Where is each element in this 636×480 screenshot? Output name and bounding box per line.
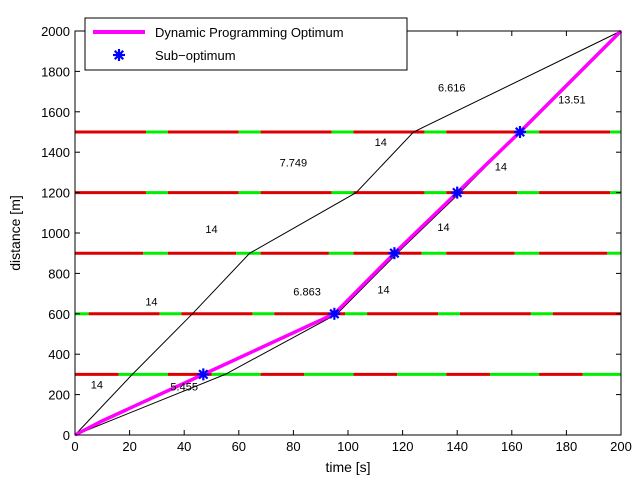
y-tick-label: 200 [48,388,70,403]
speed-annotation: 13.51 [558,95,586,107]
star-center [200,371,207,378]
y-tick-label: 1400 [41,145,70,160]
speed-annotation: 6.863 [293,287,321,299]
path-line [74,30,622,436]
x-tick-label: 120 [392,439,414,454]
series-lines [74,29,623,437]
x-axis-label: time [s] [325,459,370,475]
y-tick-label: 2000 [41,24,70,39]
y-tick-label: 1800 [41,64,70,79]
x-tick-label: 100 [337,439,359,454]
speed-annotation: 14 [205,224,217,236]
legend-optimum-label: Dynamic Programming Optimum [155,25,344,40]
x-tick-label: 40 [177,439,191,454]
y-tick-label: 400 [48,347,70,362]
suboptimum-marker [197,368,210,381]
x-tick-label: 180 [556,439,578,454]
speed-annotation: 14 [145,297,157,309]
y-tick-label: 800 [48,266,70,281]
y-tick-label: 1200 [41,186,70,201]
star-center [454,189,461,196]
speed-annotation: 7.749 [280,157,308,169]
legend-suboptimum-label: Sub−optimum [155,48,236,63]
speed-annotation: 14 [91,380,103,392]
speed-annotation: 6.616 [438,83,466,95]
suboptimum-marker [388,247,401,260]
star-center [391,250,398,257]
x-tick-label: 140 [446,439,468,454]
suboptimum-marker [513,126,526,138]
speed-annotation: 14 [495,161,507,173]
x-tick-label: 160 [501,439,523,454]
x-tick-label: 200 [610,439,632,454]
speed-annotation: 14 [437,222,449,234]
legend-box [84,17,408,71]
x-tick-label: 0 [71,439,78,454]
y-tick-label: 0 [63,428,70,443]
speed-annotation: 14 [377,285,389,297]
optimum-line [74,29,623,437]
x-tick-label: 20 [122,439,136,454]
speed-annotation: 5.455 [170,382,198,394]
suboptimum-marker [451,186,464,199]
y-tick-label: 1000 [41,226,70,241]
x-tick-label: 80 [286,439,300,454]
annotations: 14 5.455 14 6.863 14 14 7.749 14 14 14 6.616 13.51 [91,83,586,394]
series-markers [197,126,526,381]
plot-area [75,31,621,435]
x-tick-label: 60 [232,439,246,454]
y-tick-label: 1600 [41,105,70,120]
star-center [516,129,523,135]
y-tick-label: 600 [48,307,70,322]
legend-star-marker [113,49,125,61]
star-center [116,52,122,58]
speed-annotation: 14 [375,137,387,149]
y-axis-label: distance [m] [7,195,23,270]
suboptimum-marker [328,307,341,320]
star-center [331,310,338,317]
legend: Dynamic Programming Optimum Sub−optimum [84,17,408,71]
legend-suboptimum-swatch [113,49,125,61]
